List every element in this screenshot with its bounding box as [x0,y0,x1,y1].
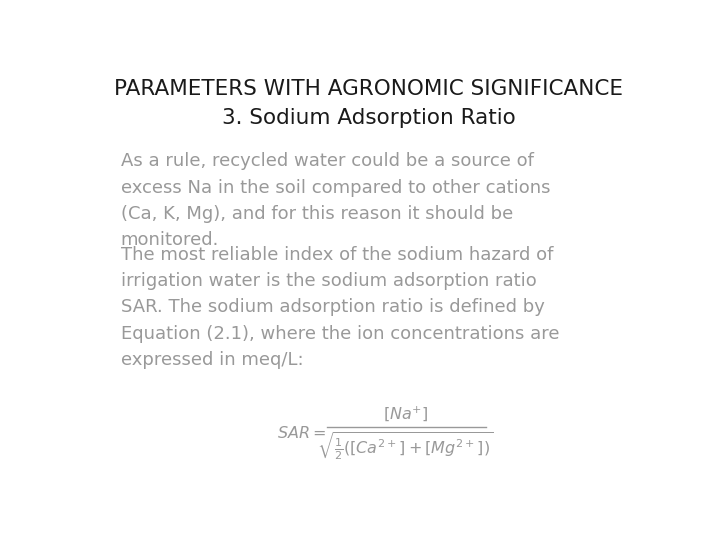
Text: $[\mathit{Na}^{+}]$: $[\mathit{Na}^{+}]$ [382,404,428,423]
Text: $\mathit{SAR} = $: $\mathit{SAR} = $ [277,425,326,441]
Text: The most reliable index of the sodium hazard of
irrigation water is the sodium a: The most reliable index of the sodium ha… [121,246,559,369]
Text: PARAMETERS WITH AGRONOMIC SIGNIFICANCE: PARAMETERS WITH AGRONOMIC SIGNIFICANCE [114,79,624,99]
Text: As a rule, recycled water could be a source of
excess Na in the soil compared to: As a rule, recycled water could be a sou… [121,152,550,249]
Text: $\sqrt{\frac{1}{2}([\mathit{Ca}^{2+}]+[\mathit{Mg}^{2+}])}$: $\sqrt{\frac{1}{2}([\mathit{Ca}^{2+}]+[\… [317,430,493,462]
Text: 3. Sodium Adsorption Ratio: 3. Sodium Adsorption Ratio [222,109,516,129]
